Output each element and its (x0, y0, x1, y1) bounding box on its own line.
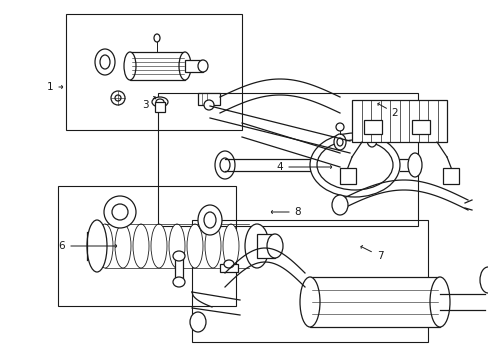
Ellipse shape (173, 277, 184, 287)
Text: 6: 6 (59, 241, 117, 251)
Text: 4: 4 (276, 162, 331, 172)
Ellipse shape (366, 133, 376, 147)
Text: 12: 12 (0, 359, 1, 360)
Bar (158, 93, 417, 226)
Ellipse shape (215, 151, 235, 179)
Text: 11: 11 (0, 359, 1, 360)
Ellipse shape (373, 120, 383, 130)
Ellipse shape (133, 224, 149, 268)
Bar (309, 277, 439, 327)
Text: 10: 10 (0, 359, 1, 360)
Ellipse shape (223, 224, 239, 268)
Ellipse shape (331, 195, 347, 215)
Bar (363, 120, 381, 134)
Text: 9: 9 (0, 359, 1, 360)
Ellipse shape (333, 134, 346, 150)
Ellipse shape (335, 123, 343, 131)
Ellipse shape (224, 260, 234, 268)
Ellipse shape (154, 34, 160, 42)
Ellipse shape (407, 153, 421, 177)
Bar (155, 102, 164, 112)
Ellipse shape (203, 100, 214, 110)
Ellipse shape (152, 97, 168, 107)
Bar (184, 60, 203, 72)
Ellipse shape (186, 224, 203, 268)
Ellipse shape (299, 277, 319, 327)
Ellipse shape (266, 234, 283, 258)
Ellipse shape (97, 224, 113, 268)
Text: 1: 1 (46, 82, 62, 92)
Bar (198, 93, 220, 105)
Text: 5: 5 (0, 359, 1, 360)
Ellipse shape (112, 204, 128, 220)
Ellipse shape (151, 224, 167, 268)
Ellipse shape (87, 220, 107, 272)
Bar (339, 168, 355, 184)
Ellipse shape (115, 95, 121, 101)
Bar (66, 14, 242, 130)
Bar (175, 256, 183, 278)
Text: 7: 7 (360, 246, 383, 261)
Ellipse shape (429, 277, 449, 327)
Ellipse shape (204, 224, 221, 268)
Ellipse shape (244, 224, 268, 268)
Ellipse shape (111, 91, 125, 105)
Bar (442, 168, 458, 184)
Bar (220, 264, 238, 272)
Bar (130, 52, 184, 80)
Ellipse shape (479, 267, 488, 293)
Ellipse shape (95, 49, 115, 75)
Ellipse shape (179, 52, 191, 80)
Bar (351, 100, 446, 142)
Text: 8: 8 (271, 207, 301, 217)
Bar (58, 186, 236, 306)
Ellipse shape (173, 251, 184, 261)
Ellipse shape (115, 224, 131, 268)
Text: 3: 3 (142, 96, 155, 110)
Text: 2: 2 (377, 103, 398, 118)
Ellipse shape (104, 196, 136, 228)
Bar (411, 120, 429, 134)
Ellipse shape (169, 224, 184, 268)
Ellipse shape (198, 60, 207, 72)
Ellipse shape (198, 205, 222, 235)
Ellipse shape (156, 99, 163, 105)
Bar (192, 220, 427, 342)
Ellipse shape (124, 52, 136, 80)
Bar (257, 234, 274, 258)
Ellipse shape (309, 133, 399, 197)
Ellipse shape (190, 312, 205, 332)
